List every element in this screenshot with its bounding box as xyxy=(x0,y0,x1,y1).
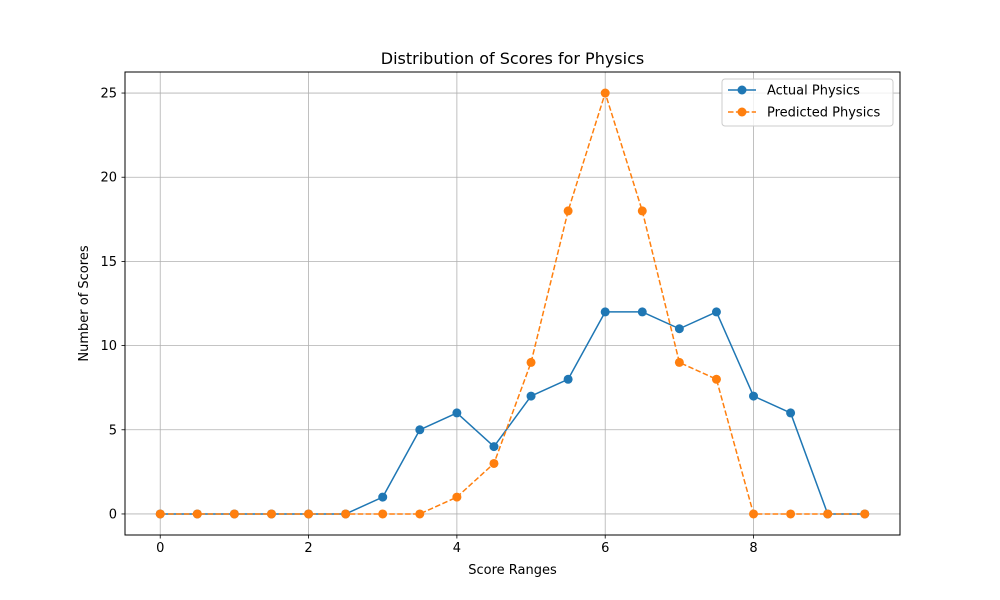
data-point xyxy=(452,408,462,418)
data-point xyxy=(415,509,425,519)
data-point xyxy=(860,509,870,519)
chart-title: Distribution of Scores for Physics xyxy=(381,49,644,68)
legend-label-actual: Actual Physics xyxy=(767,84,860,99)
x-tick-label: 8 xyxy=(749,541,757,556)
data-point xyxy=(563,206,573,216)
y-tick-label: 25 xyxy=(100,87,117,102)
x-axis-label: Score Ranges xyxy=(468,563,557,578)
data-point xyxy=(749,509,759,519)
x-tick-label: 6 xyxy=(601,541,609,556)
series-line xyxy=(160,311,865,515)
y-tick-label: 5 xyxy=(109,423,117,438)
series-predicted xyxy=(155,88,870,519)
data-point xyxy=(155,509,165,519)
data-point xyxy=(266,509,276,519)
data-point xyxy=(192,509,202,519)
data-point xyxy=(711,374,721,384)
series-layer xyxy=(155,88,870,519)
data-point xyxy=(415,425,425,435)
data-point xyxy=(452,492,462,502)
data-point xyxy=(786,408,796,418)
legend-marker-predicted xyxy=(737,107,747,117)
data-point xyxy=(304,509,314,519)
data-point xyxy=(341,509,351,519)
data-point xyxy=(600,307,610,317)
y-tick-label: 20 xyxy=(100,171,117,186)
data-point xyxy=(229,509,239,519)
y-tick-label: 0 xyxy=(109,507,117,522)
data-point xyxy=(600,88,610,98)
data-point xyxy=(637,307,647,317)
data-point xyxy=(674,357,684,367)
y-tick-label: 15 xyxy=(100,255,117,270)
x-tick-label: 4 xyxy=(453,541,461,556)
x-tick-label: 0 xyxy=(156,541,164,556)
data-point xyxy=(378,509,388,519)
data-point xyxy=(489,458,499,468)
legend-label-predicted: Predicted Physics xyxy=(767,106,880,121)
data-point xyxy=(786,509,796,519)
data-point xyxy=(526,357,536,367)
data-point xyxy=(637,206,647,216)
data-point xyxy=(674,324,684,334)
data-point xyxy=(526,391,536,401)
data-point xyxy=(823,509,833,519)
data-point xyxy=(378,492,388,502)
data-point xyxy=(711,307,721,317)
data-point xyxy=(749,391,759,401)
y-tick-label: 10 xyxy=(100,339,117,354)
data-point xyxy=(563,374,573,384)
legend-marker-actual xyxy=(737,85,747,95)
legend: Actual Physics Predicted Physics xyxy=(721,78,894,127)
x-tick-label: 2 xyxy=(304,541,312,556)
axis-ticks: 0 2 4 6 8 0 5 10 15 20 25 xyxy=(100,87,757,556)
plot-frame xyxy=(124,71,901,536)
y-axis-label: Number of Scores xyxy=(77,245,92,361)
series-line xyxy=(160,92,865,515)
legend-frame xyxy=(721,78,894,127)
data-point xyxy=(489,442,499,452)
